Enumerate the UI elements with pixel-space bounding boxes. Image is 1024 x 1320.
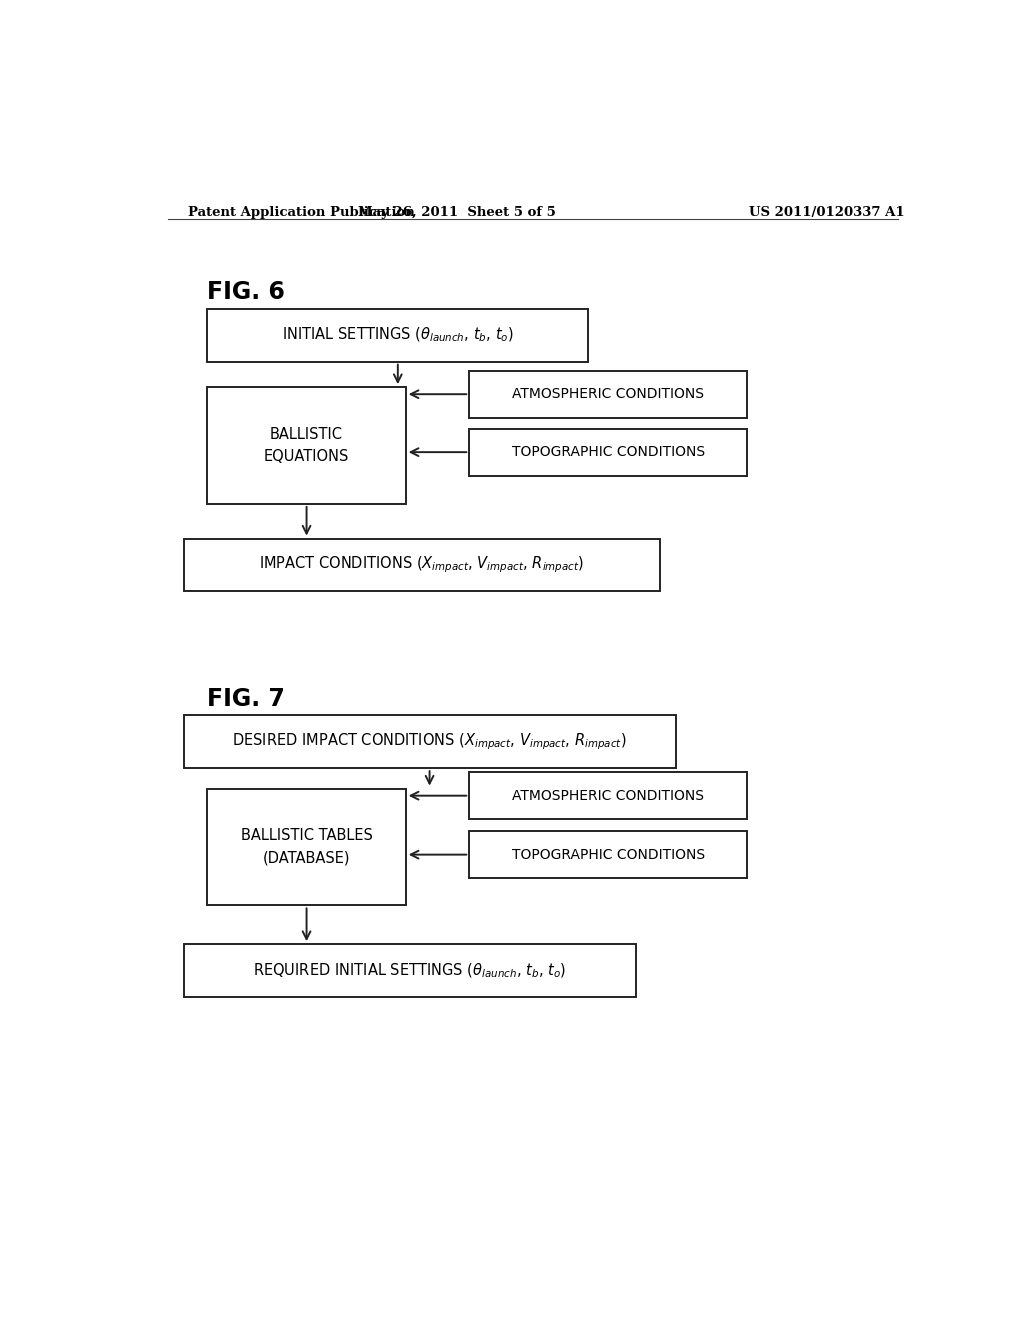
Text: BALLISTIC
EQUATIONS: BALLISTIC EQUATIONS [264, 426, 349, 465]
Text: ATMOSPHERIC CONDITIONS: ATMOSPHERIC CONDITIONS [512, 788, 705, 803]
Text: REQUIRED INITIAL SETTINGS ($\theta_{\mathit{launch}}$, $\mathit{t_b}$, $\mathit{: REQUIRED INITIAL SETTINGS ($\theta_{\mat… [253, 961, 566, 979]
FancyBboxPatch shape [207, 788, 406, 906]
Text: IMPACT CONDITIONS ($X_{\mathit{impact}}$, $V_{\mathit{impact}}$, $R_{\mathit{imp: IMPACT CONDITIONS ($X_{\mathit{impact}}$… [259, 554, 584, 576]
Text: BALLISTIC TABLES
(DATABASE): BALLISTIC TABLES (DATABASE) [241, 829, 373, 866]
FancyBboxPatch shape [469, 832, 748, 878]
Text: TOPOGRAPHIC CONDITIONS: TOPOGRAPHIC CONDITIONS [512, 847, 705, 862]
FancyBboxPatch shape [207, 309, 588, 362]
Text: May 26, 2011  Sheet 5 of 5: May 26, 2011 Sheet 5 of 5 [358, 206, 556, 219]
FancyBboxPatch shape [469, 429, 748, 475]
Text: US 2011/0120337 A1: US 2011/0120337 A1 [749, 206, 904, 219]
Text: Patent Application Publication: Patent Application Publication [187, 206, 415, 219]
FancyBboxPatch shape [207, 387, 406, 504]
Text: FIG. 7: FIG. 7 [207, 686, 286, 711]
Text: INITIAL SETTINGS ($\theta_{\mathit{launch}}$, $\mathit{t_b}$, $\mathit{t_o}$): INITIAL SETTINGS ($\theta_{\mathit{launc… [282, 326, 514, 345]
Text: ATMOSPHERIC CONDITIONS: ATMOSPHERIC CONDITIONS [512, 387, 705, 401]
Text: FIG. 6: FIG. 6 [207, 280, 286, 305]
FancyBboxPatch shape [469, 772, 748, 818]
Text: DESIRED IMPACT CONDITIONS ($X_{\mathit{impact}}$, $V_{\mathit{impact}}$, $R_{\ma: DESIRED IMPACT CONDITIONS ($X_{\mathit{i… [232, 731, 627, 752]
FancyBboxPatch shape [183, 944, 636, 997]
Text: TOPOGRAPHIC CONDITIONS: TOPOGRAPHIC CONDITIONS [512, 445, 705, 459]
FancyBboxPatch shape [183, 539, 659, 591]
FancyBboxPatch shape [183, 715, 676, 768]
FancyBboxPatch shape [469, 371, 748, 417]
